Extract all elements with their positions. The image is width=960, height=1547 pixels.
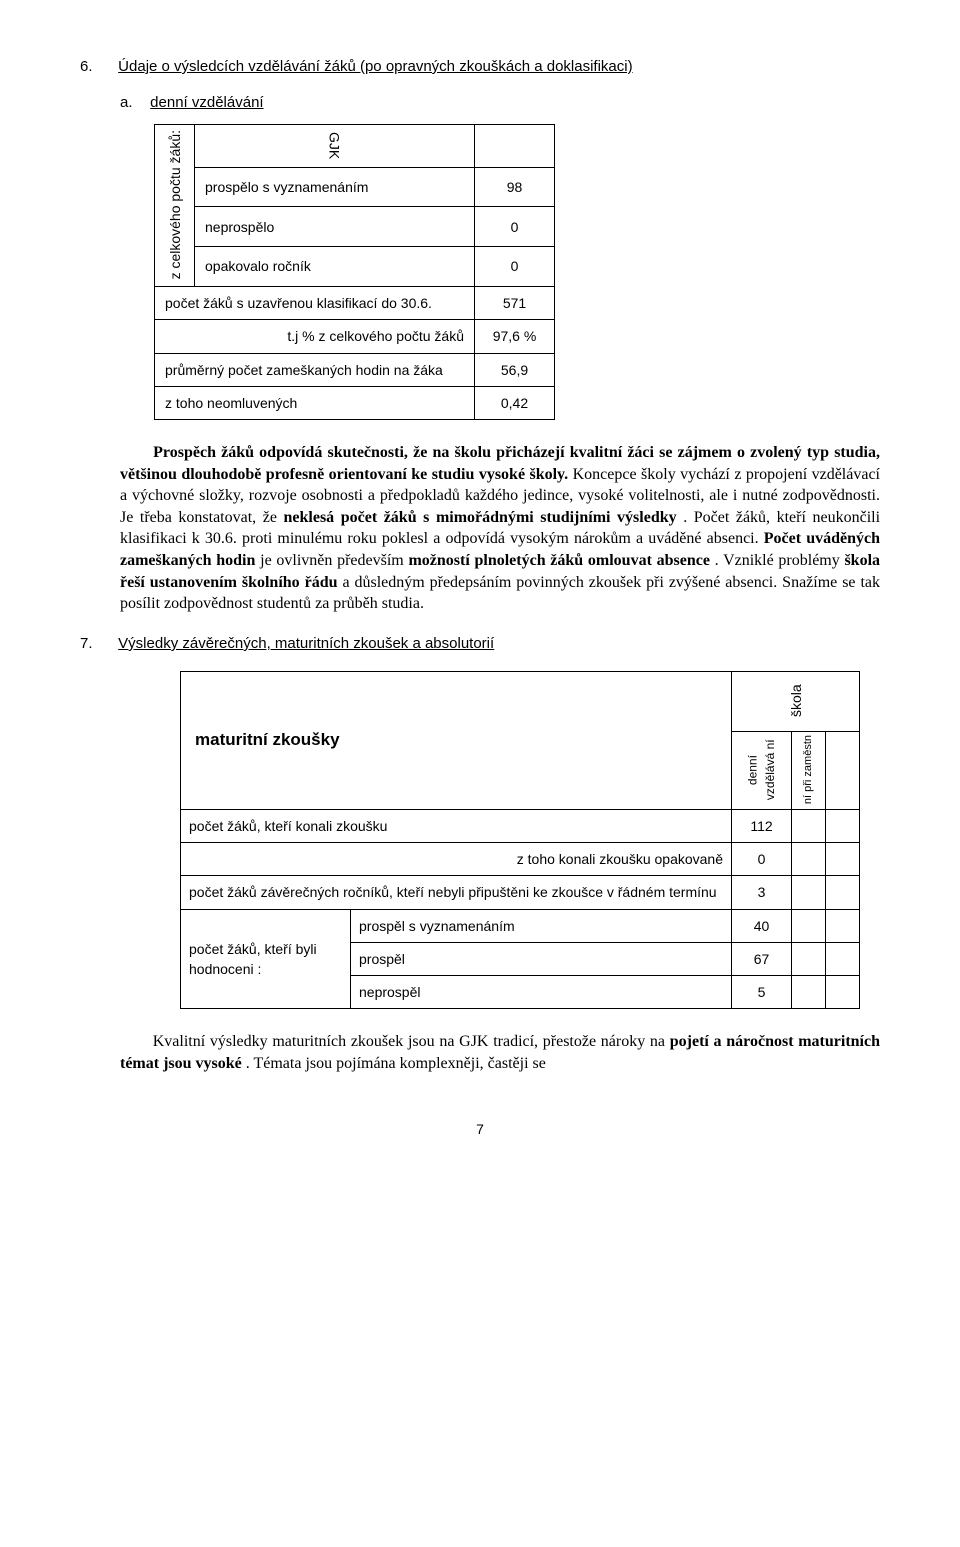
table2-r4-e1 xyxy=(792,909,826,942)
subsection-a-title: denní vzdělávání xyxy=(150,94,263,111)
para6-bold4: možností plnoletých žáků omlouvat absenc… xyxy=(408,552,710,569)
para6-t3: je ovlivněn především xyxy=(260,552,408,569)
table1-col-label: z celkového počtu žáků: xyxy=(155,124,195,286)
table1-r1-val: 98 xyxy=(475,167,555,207)
para7-t1: Kvalitní výsledky maturitních zkoušek js… xyxy=(153,1033,670,1050)
table1-r2-val: 0 xyxy=(475,207,555,247)
page-number: 7 xyxy=(80,1119,880,1139)
section-7-paragraph: Kvalitní výsledky maturitních zkoušek js… xyxy=(120,1031,880,1074)
table2-r4-e2 xyxy=(826,909,860,942)
table1-r3-label: opakovalo ročník xyxy=(195,247,475,287)
table1-r5-val: 97,6 % xyxy=(475,320,555,353)
table1-r4-label: počet žáků s uzavřenou klasifikací do 30… xyxy=(155,286,475,319)
table2-col-skola: škola xyxy=(732,671,860,731)
section-6-heading: 6. Údaje o výsledcích vzdělávání žáků (p… xyxy=(80,56,880,78)
table2-r6-e1 xyxy=(792,976,826,1009)
table-klasifikace: z celkového počtu žáků: GJK prospělo s v… xyxy=(154,124,555,421)
table2-r3-label: počet žáků závěrečných ročníků, kteří ne… xyxy=(181,876,732,909)
table2-r5-e1 xyxy=(792,942,826,975)
table2-r6-e2 xyxy=(826,976,860,1009)
table2-title: maturitní zkoušky xyxy=(181,671,732,809)
section-7-num: 7. xyxy=(80,633,114,655)
table2-r4-val: 40 xyxy=(732,909,792,942)
table1-gjk: GJK xyxy=(195,124,475,167)
table1-r7-val: 0,42 xyxy=(475,386,555,419)
table2-r5-label: prospěl xyxy=(351,942,732,975)
table2-r5-e2 xyxy=(826,942,860,975)
table1-empty-head xyxy=(475,124,555,167)
para6-bold2: neklesá počet žáků s mimořádnými studijn… xyxy=(284,509,677,526)
table2-r2-val: 0 xyxy=(732,843,792,876)
section-6-paragraph: Prospěch žáků odpovídá skutečnosti, že n… xyxy=(120,442,880,615)
table1-r6-val: 56,9 xyxy=(475,353,555,386)
table1-r2-label: neprospělo xyxy=(195,207,475,247)
table1-r5-label: t.j % z celkového počtu žáků xyxy=(155,320,475,353)
table1-r3-val: 0 xyxy=(475,247,555,287)
subsection-a-letter: a. xyxy=(120,92,146,114)
table2-col-denni: denní vzdělává ní xyxy=(732,731,792,809)
table2-r4-label: prospěl s vyznamenáním xyxy=(351,909,732,942)
table2-r1-e1 xyxy=(792,809,826,842)
para7-t2: . Témata jsou pojímána komplexněji, čast… xyxy=(246,1055,546,1072)
table2-col-zam: ní při zaměstn xyxy=(792,731,826,809)
table2-r2-e2 xyxy=(826,843,860,876)
table2-r1-label: počet žáků, kteří konali zkoušku xyxy=(181,809,732,842)
subsection-a: a. denní vzdělávání xyxy=(120,92,880,114)
section-6-title: Údaje o výsledcích vzdělávání žáků (po o… xyxy=(118,58,632,75)
table2-r2-label: z toho konali zkoušku opakovaně xyxy=(181,843,732,876)
table1-r6-label: průměrný počet zameškaných hodin na žáka xyxy=(155,353,475,386)
table2-col-empty xyxy=(826,731,860,809)
section-6-num: 6. xyxy=(80,56,114,78)
table2-r1-val: 112 xyxy=(732,809,792,842)
table2-r5-val: 67 xyxy=(732,942,792,975)
table2-r2-e1 xyxy=(792,843,826,876)
table2-r3-e1 xyxy=(792,876,826,909)
table2-r3-e2 xyxy=(826,876,860,909)
section-7-heading: 7. Výsledky závěrečných, maturitních zko… xyxy=(80,633,880,655)
table1-r1-label: prospělo s vyznamenáním xyxy=(195,167,475,207)
table1-r4-val: 571 xyxy=(475,286,555,319)
table2-r6-label: neprospěl xyxy=(351,976,732,1009)
table1-r7-label: z toho neomluvených xyxy=(155,386,475,419)
table2-r6-val: 5 xyxy=(732,976,792,1009)
table2-r3-val: 3 xyxy=(732,876,792,909)
table2-r1-e2 xyxy=(826,809,860,842)
table-maturitni-zkousky: maturitní zkoušky škola denní vzdělává n… xyxy=(180,671,860,1010)
table2-rh-label: počet žáků, kteří byli hodnoceni : xyxy=(181,909,351,1009)
para6-t4: . Vzniklé problémy xyxy=(715,552,845,569)
section-7-title: Výsledky závěrečných, maturitních zkouše… xyxy=(118,635,494,652)
